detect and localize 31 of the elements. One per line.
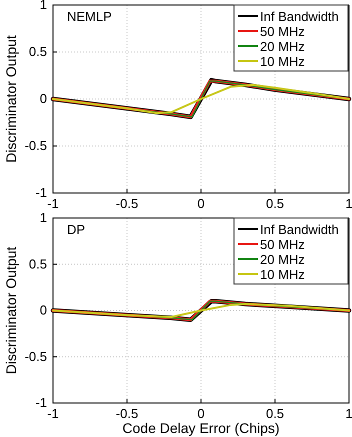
legend-label: 20 MHz (260, 252, 305, 267)
annotation: NEMLP (67, 9, 112, 24)
y-tick-label: 0 (40, 91, 47, 106)
y-tick-label: 0 (40, 302, 47, 318)
x-tick-label: -0.5 (116, 196, 138, 212)
y-tick-label: -1 (35, 395, 47, 410)
legend-label: 10 MHz (260, 267, 305, 282)
annotation: DP (67, 222, 86, 237)
legend-label: 20 MHz (260, 39, 305, 54)
legend-label: 50 MHz (260, 24, 305, 39)
x-tick-label: 1 (345, 196, 352, 212)
x-tick-label: 0.5 (266, 406, 284, 422)
y-tick-label: 1 (40, 210, 47, 226)
y-tick-label: 1 (40, 0, 47, 12)
legend-label: 50 MHz (260, 237, 305, 252)
x-axis-title: Code Delay Error (Chips) (122, 420, 280, 436)
y-tick-label: -0.5 (24, 348, 47, 364)
y-tick-label: 0.5 (28, 44, 47, 60)
legend-label: Inf Bandwidth (260, 9, 339, 24)
y-axis-title: Discriminator Output (3, 35, 19, 163)
y-tick-label: -0.5 (24, 138, 47, 154)
legend-label: 10 MHz (260, 54, 305, 69)
y-tick-label: -1 (35, 185, 47, 200)
x-tick-label: 0 (197, 406, 205, 422)
x-tick-label: 1 (345, 406, 352, 422)
y-axis-title: Discriminator Output (3, 246, 19, 374)
legend-label: Inf Bandwidth (260, 222, 339, 237)
x-tick-label: -0.5 (116, 406, 138, 422)
x-tick-label: 0 (197, 196, 205, 212)
y-tick-label: 0.5 (28, 256, 47, 272)
x-tick-label: 0.5 (266, 196, 284, 212)
